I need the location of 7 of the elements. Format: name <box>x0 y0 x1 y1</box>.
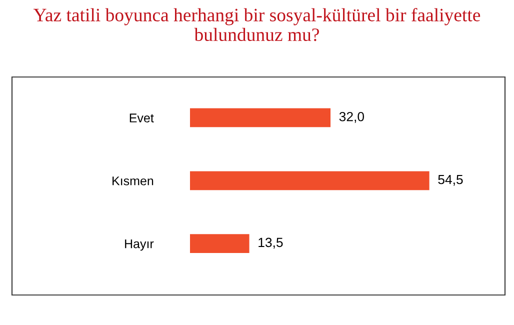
y-tick-label: Hayır <box>125 239 154 251</box>
data-label: 32,0 <box>339 112 364 123</box>
y-tick-label: Evet <box>130 114 154 122</box>
data-label: 13,5 <box>258 238 283 249</box>
data-label: 54,5 <box>438 174 463 186</box>
chart-title: Yaz tatili boyunca herhangi bir sosyal-kültürel bir faaliyette bulundunuz mu? <box>33 8 480 42</box>
y-tick-label: Kısmen <box>112 176 154 186</box>
